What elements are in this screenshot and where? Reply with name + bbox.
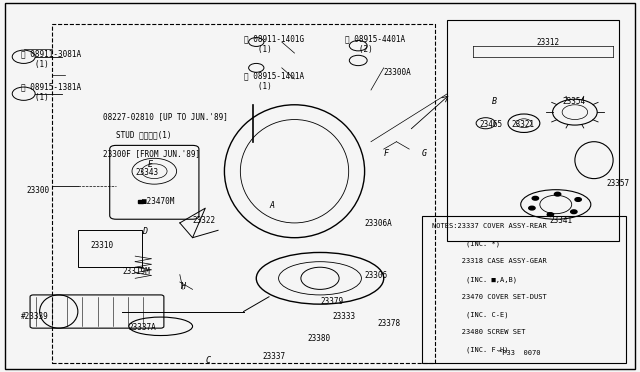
Text: NOTES:23337 COVER ASSY-REAR: NOTES:23337 COVER ASSY-REAR [431, 223, 547, 229]
Text: 23306A: 23306A [365, 219, 392, 228]
Text: 23379: 23379 [320, 297, 343, 306]
Circle shape [571, 210, 577, 214]
Text: ■23470M: ■23470M [141, 197, 174, 206]
Text: (INC. *): (INC. *) [431, 241, 499, 247]
Text: 23300F [FROM JUN.'89]: 23300F [FROM JUN.'89] [103, 149, 200, 158]
Text: 23318 CASE ASSY-GEAR: 23318 CASE ASSY-GEAR [431, 259, 547, 264]
Text: C: C [205, 356, 211, 365]
Text: ⓝ 08911-1401G
   (1): ⓝ 08911-1401G (1) [244, 35, 303, 54]
Text: B: B [492, 97, 497, 106]
Text: 23354: 23354 [562, 97, 585, 106]
Circle shape [554, 192, 561, 196]
Text: F: F [384, 149, 388, 158]
Text: 23300: 23300 [27, 186, 50, 195]
Text: 23465: 23465 [479, 119, 502, 129]
Text: ^P33  0070: ^P33 0070 [499, 350, 541, 356]
Text: 23337: 23337 [262, 352, 286, 361]
Circle shape [532, 196, 538, 200]
Text: (INC. C-E): (INC. C-E) [431, 311, 508, 318]
Text: STUD スタッド(1): STUD スタッド(1) [116, 131, 172, 140]
Text: (INC. ■,A,B): (INC. ■,A,B) [431, 276, 516, 283]
Text: 23300A: 23300A [384, 68, 412, 77]
Text: Ⓦ 08915-4401A
   (2): Ⓦ 08915-4401A (2) [346, 35, 406, 54]
Text: (INC. F-H): (INC. F-H) [431, 347, 508, 353]
Text: 23337A: 23337A [129, 323, 157, 331]
Text: 23333: 23333 [333, 311, 356, 321]
Text: 23322: 23322 [193, 215, 216, 225]
Text: 23310: 23310 [91, 241, 114, 250]
Text: 23470 COVER SET-DUST: 23470 COVER SET-DUST [431, 294, 547, 300]
Circle shape [575, 198, 581, 201]
Text: 23341: 23341 [549, 215, 573, 225]
Text: 23306: 23306 [365, 271, 388, 280]
Text: A: A [269, 201, 274, 210]
Text: 08227-02810 [UP TO JUN.'89]: 08227-02810 [UP TO JUN.'89] [103, 112, 228, 121]
Text: 23343: 23343 [135, 167, 158, 177]
Text: 23319M: 23319M [122, 267, 150, 276]
Text: 23321: 23321 [511, 119, 534, 129]
Text: 23357: 23357 [607, 179, 630, 187]
Text: H: H [180, 282, 185, 291]
Text: ⓥ 08915-1401A
   (1): ⓥ 08915-1401A (1) [244, 71, 303, 91]
Text: 23480 SCREW SET: 23480 SCREW SET [431, 329, 525, 335]
Text: D: D [141, 227, 147, 235]
Bar [138, 200, 143, 203]
Circle shape [529, 206, 535, 210]
Text: 23380: 23380 [307, 334, 330, 343]
Text: G: G [422, 149, 427, 158]
Text: ⓥ 08915-1381A
   (1): ⓥ 08915-1381A (1) [20, 83, 81, 102]
Text: #23339: #23339 [20, 311, 48, 321]
Text: 23378: 23378 [378, 319, 401, 328]
Text: E: E [148, 160, 153, 169]
Text: ⓝ 08911-3081A
   (1): ⓝ 08911-3081A (1) [20, 49, 81, 69]
Text: 23312: 23312 [537, 38, 560, 47]
Circle shape [547, 213, 554, 217]
